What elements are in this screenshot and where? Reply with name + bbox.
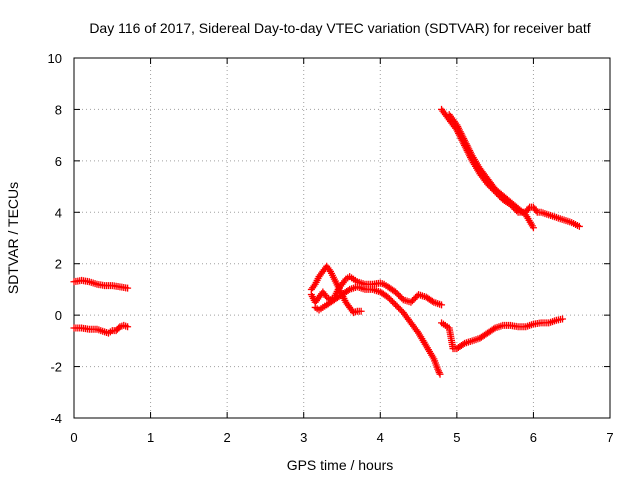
data-point-marker — [124, 284, 132, 292]
x-tick-label: 2 — [224, 430, 231, 445]
x-tick-label: 3 — [300, 430, 307, 445]
grid-lines — [74, 58, 610, 418]
data-point-marker — [357, 307, 365, 315]
data-point-marker — [392, 301, 400, 309]
data-point-marker — [392, 288, 400, 296]
data-point-marker — [395, 304, 403, 312]
x-tick-label: 1 — [147, 430, 154, 445]
x-tick-label: 5 — [453, 430, 460, 445]
data-point-marker — [124, 323, 132, 331]
data-point-marker — [559, 315, 567, 323]
data-point-marker — [408, 297, 416, 305]
data-point-marker — [407, 298, 415, 306]
y-tick-label: 10 — [48, 51, 62, 66]
data-point-marker — [396, 305, 404, 313]
data-point-marker — [529, 224, 537, 232]
data-point-marker — [385, 295, 393, 303]
data-point-marker — [390, 299, 398, 307]
x-tick-label: 0 — [70, 430, 77, 445]
y-tick-label: 0 — [55, 308, 62, 323]
data-point-marker — [384, 293, 392, 301]
data-point-marker — [393, 290, 401, 298]
y-tick-label: 2 — [55, 257, 62, 272]
data-point-marker — [459, 340, 467, 348]
data-point-marker — [396, 293, 404, 301]
data-point-marker — [436, 370, 444, 378]
data-point-marker — [387, 296, 395, 304]
data-point-marker — [393, 302, 401, 310]
data-point-marker — [490, 325, 498, 333]
y-tick-label: -4 — [50, 411, 62, 426]
y-axis-label: SDTVAR / TECUs — [5, 182, 21, 294]
x-tick-label: 4 — [377, 430, 384, 445]
data-point-marker — [412, 294, 420, 302]
y-tick-label: 8 — [55, 102, 62, 117]
data-markers — [70, 105, 583, 378]
data-point-marker — [410, 295, 418, 303]
data-point-marker — [395, 291, 403, 299]
plot-frame — [73, 57, 611, 419]
axis-ticks: 0 1 2 3 4 5 6 7 -4 -2 0 2 4 6 8 10 — [48, 51, 614, 445]
y-tick-label: 6 — [55, 154, 62, 169]
y-tick-label: -2 — [50, 360, 62, 375]
data-point-marker — [438, 301, 446, 309]
x-tick-label: 7 — [606, 430, 613, 445]
data-point-marker — [389, 298, 397, 306]
data-point-marker — [428, 297, 436, 305]
data-point-marker — [344, 286, 352, 294]
x-axis-label: GPS time / hours — [287, 457, 394, 473]
chart-title: Day 116 of 2017, Sidereal Day-to-day VTE… — [89, 20, 590, 36]
data-point-marker — [575, 222, 583, 230]
x-tick-label: 6 — [530, 430, 537, 445]
y-tick-label: 4 — [55, 205, 62, 220]
